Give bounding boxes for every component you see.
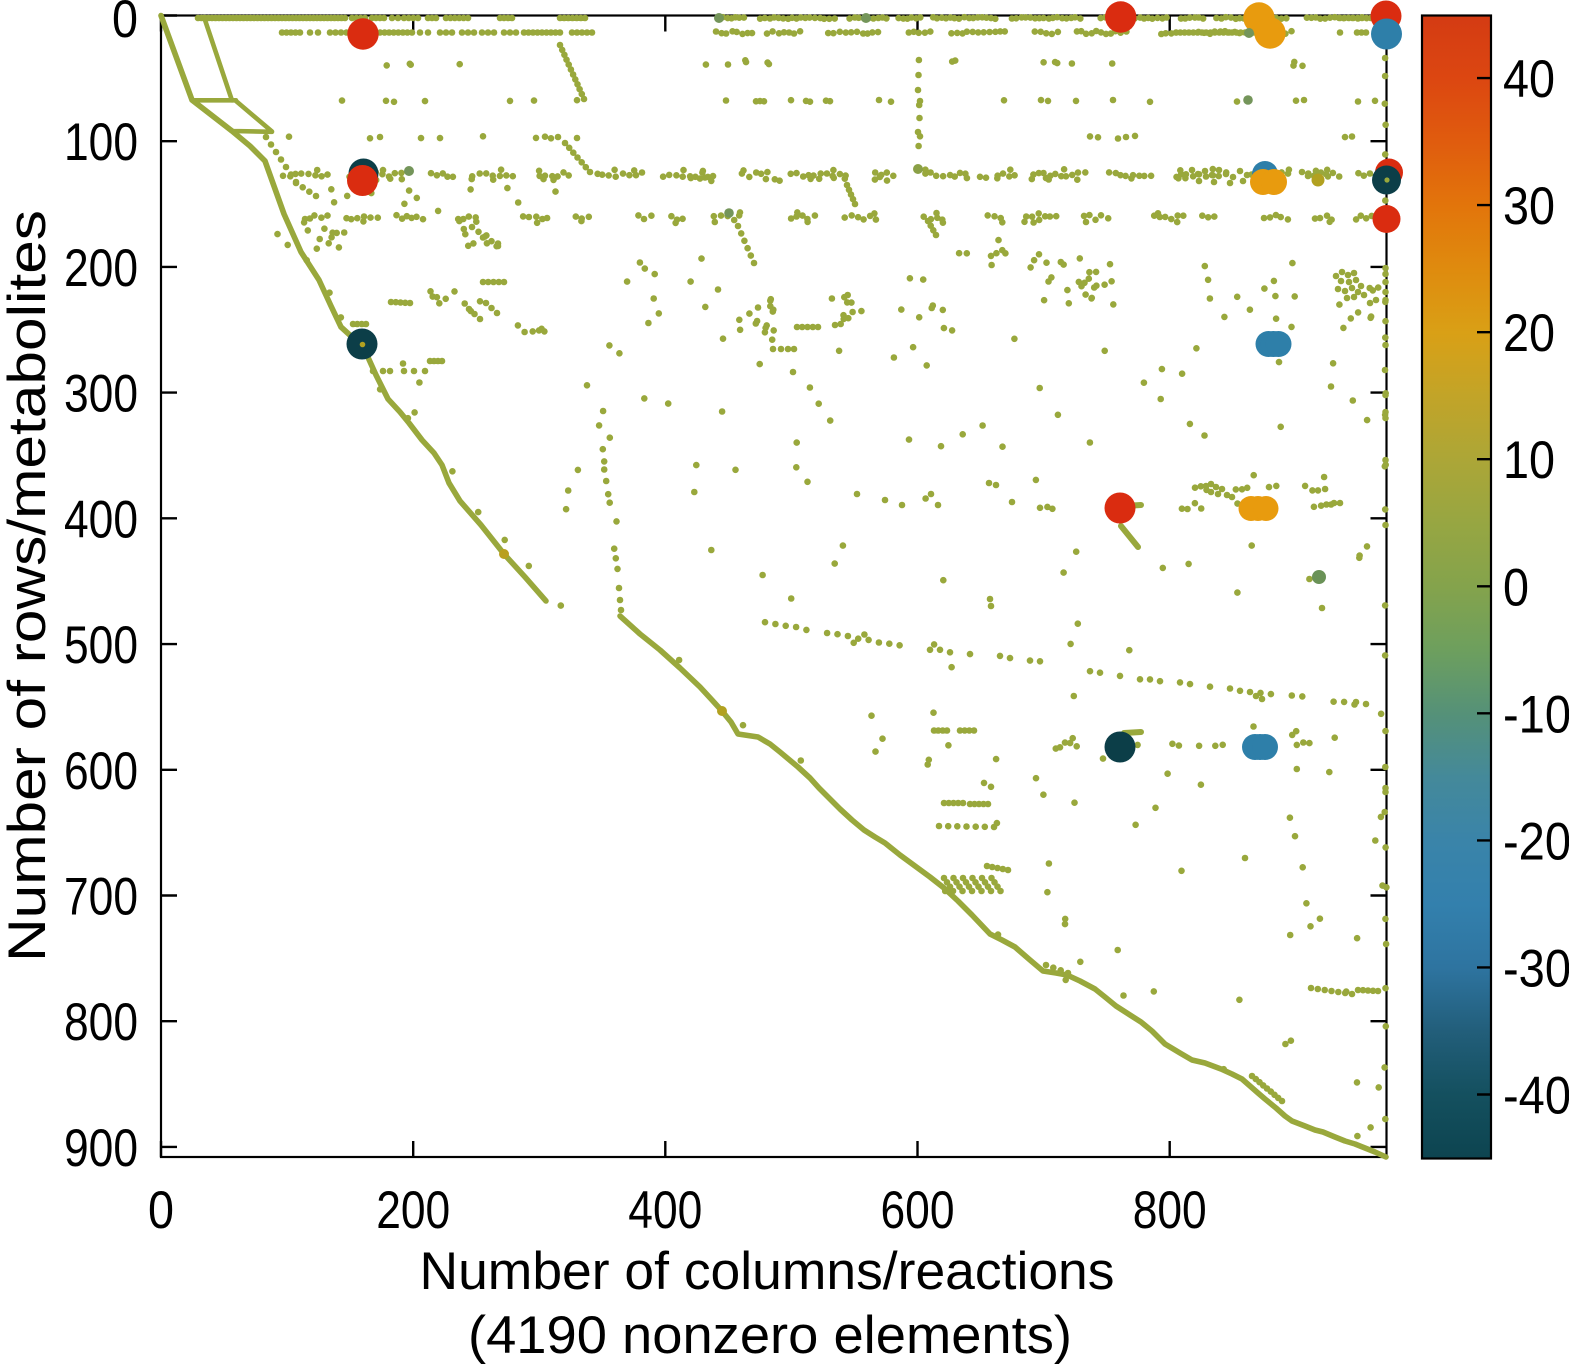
svg-text:-40: -40: [1503, 1067, 1569, 1126]
svg-text:30: 30: [1503, 177, 1555, 236]
svg-text:400: 400: [64, 490, 138, 549]
svg-text:900: 900: [64, 1119, 138, 1178]
svg-text:Number of rows/metabolites: Number of rows/metabolites: [0, 210, 57, 962]
svg-text:(4190 nonzero elements): (4190 nonzero elements): [468, 1306, 1072, 1365]
svg-text:800: 800: [1133, 1181, 1207, 1240]
svg-text:40: 40: [1503, 50, 1555, 109]
svg-text:-30: -30: [1503, 939, 1569, 998]
svg-text:20: 20: [1503, 304, 1555, 363]
svg-text:300: 300: [64, 365, 138, 424]
svg-text:100: 100: [64, 113, 138, 172]
svg-text:0: 0: [1503, 558, 1529, 617]
svg-text:600: 600: [881, 1181, 955, 1240]
svg-text:-10: -10: [1503, 685, 1569, 744]
svg-text:800: 800: [64, 993, 138, 1052]
svg-text:0: 0: [148, 1181, 174, 1240]
svg-text:Number of columns/reactions: Number of columns/reactions: [420, 1242, 1115, 1301]
svg-text:700: 700: [64, 868, 138, 927]
svg-text:10: 10: [1503, 431, 1555, 490]
svg-text:500: 500: [64, 616, 138, 675]
svg-text:400: 400: [628, 1181, 702, 1240]
svg-text:200: 200: [64, 239, 138, 298]
svg-text:600: 600: [64, 742, 138, 801]
svg-text:0: 0: [112, 0, 138, 49]
svg-text:200: 200: [376, 1181, 450, 1240]
svg-text:-20: -20: [1503, 812, 1569, 871]
